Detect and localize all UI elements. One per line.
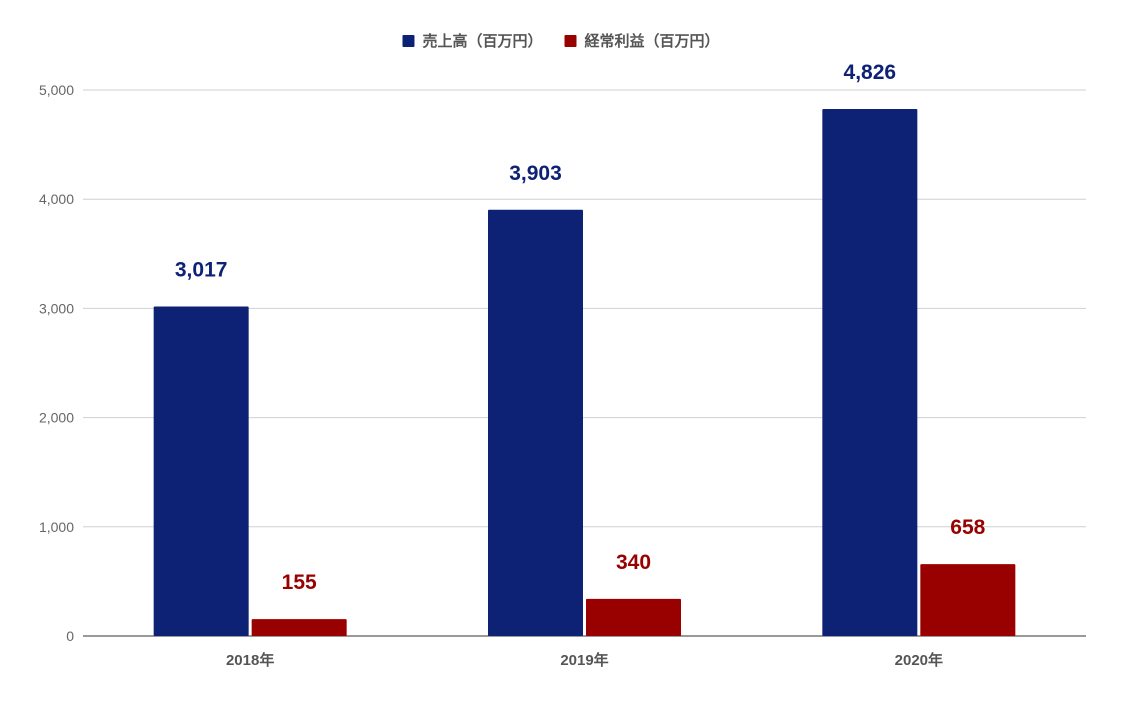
gridlines [83,89,1086,637]
data-label: 658 [950,516,985,539]
data-label: 340 [616,551,651,574]
y-tick-label: 0 [66,628,74,644]
x-tick-label: 2020年 [895,651,943,669]
y-tick-label: 3,000 [39,300,74,316]
bar-ordinary-profit [920,564,1016,636]
bar-sales [488,209,583,636]
data-labels: 3,017 155 3,903 340 4,826 658 [175,61,986,594]
bar-sales [153,306,249,636]
bars [153,109,1016,637]
bar-ordinary-profit [586,598,681,636]
data-label: 4,826 [844,61,897,84]
y-tick-label: 1,000 [39,519,74,535]
legend-swatch [564,35,577,47]
legend-label: 経常利益（百万円） [585,32,720,50]
legend-swatch [402,35,415,47]
x-axis-ticks: 2018年 2019年 2020年 [226,651,943,669]
y-tick-label: 2,000 [39,410,74,426]
y-tick-label: 4,000 [39,191,74,207]
data-label: 3,017 [175,259,228,282]
y-tick-label: 5,000 [39,82,74,98]
x-tick-label: 2018年 [226,651,274,669]
legend-label: 売上高（百万円） [422,32,542,50]
data-label: 3,903 [509,162,562,185]
x-tick-label: 2019年 [560,651,608,669]
y-axis-ticks: 0 1,000 2,000 3,000 4,000 5,000 [39,82,74,644]
data-label: 155 [282,571,317,594]
bar-sales [822,109,918,637]
legend: 売上高（百万円） 経常利益（百万円） [402,32,720,50]
bar-ordinary-profit [251,619,347,636]
